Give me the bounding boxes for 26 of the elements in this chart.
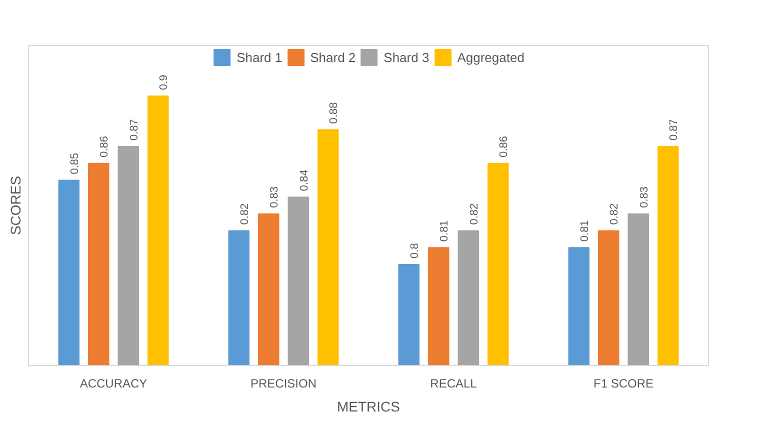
data-label: 0.87 (668, 119, 680, 141)
data-label: 0.8 (408, 243, 421, 258)
x-tick-label: ACCURACY (80, 376, 148, 390)
y-axis-title: SCORES (8, 176, 24, 236)
legend-label: Shard 3 (384, 50, 430, 64)
data-label: 0.85 (68, 152, 81, 174)
data-label: 0.82 (608, 203, 621, 225)
x-axis-title: METRICS (337, 398, 400, 414)
data-label: 0.83 (268, 186, 281, 208)
x-tick-label: RECALL (430, 376, 478, 390)
data-label: 0.86 (498, 136, 510, 158)
data-label: 0.84 (298, 170, 310, 192)
data-label: 0.82 (238, 203, 251, 225)
data-label: 0.87 (128, 119, 140, 141)
x-tick-label: F1 SCORE (593, 376, 654, 390)
legend-label: Aggregated (457, 50, 524, 64)
x-tick-label: PRECISION (250, 376, 317, 390)
legend-label: Shard 2 (310, 50, 356, 64)
data-label: 0.9 (158, 74, 170, 90)
data-label: 0.81 (578, 220, 591, 242)
legend-label: Shard 1 (236, 50, 282, 64)
data-label: 0.81 (438, 220, 451, 242)
data-label: 0.83 (638, 186, 650, 208)
data-label: 0.82 (468, 203, 480, 225)
data-label: 0.88 (328, 102, 340, 124)
data-label: 0.86 (98, 136, 111, 158)
